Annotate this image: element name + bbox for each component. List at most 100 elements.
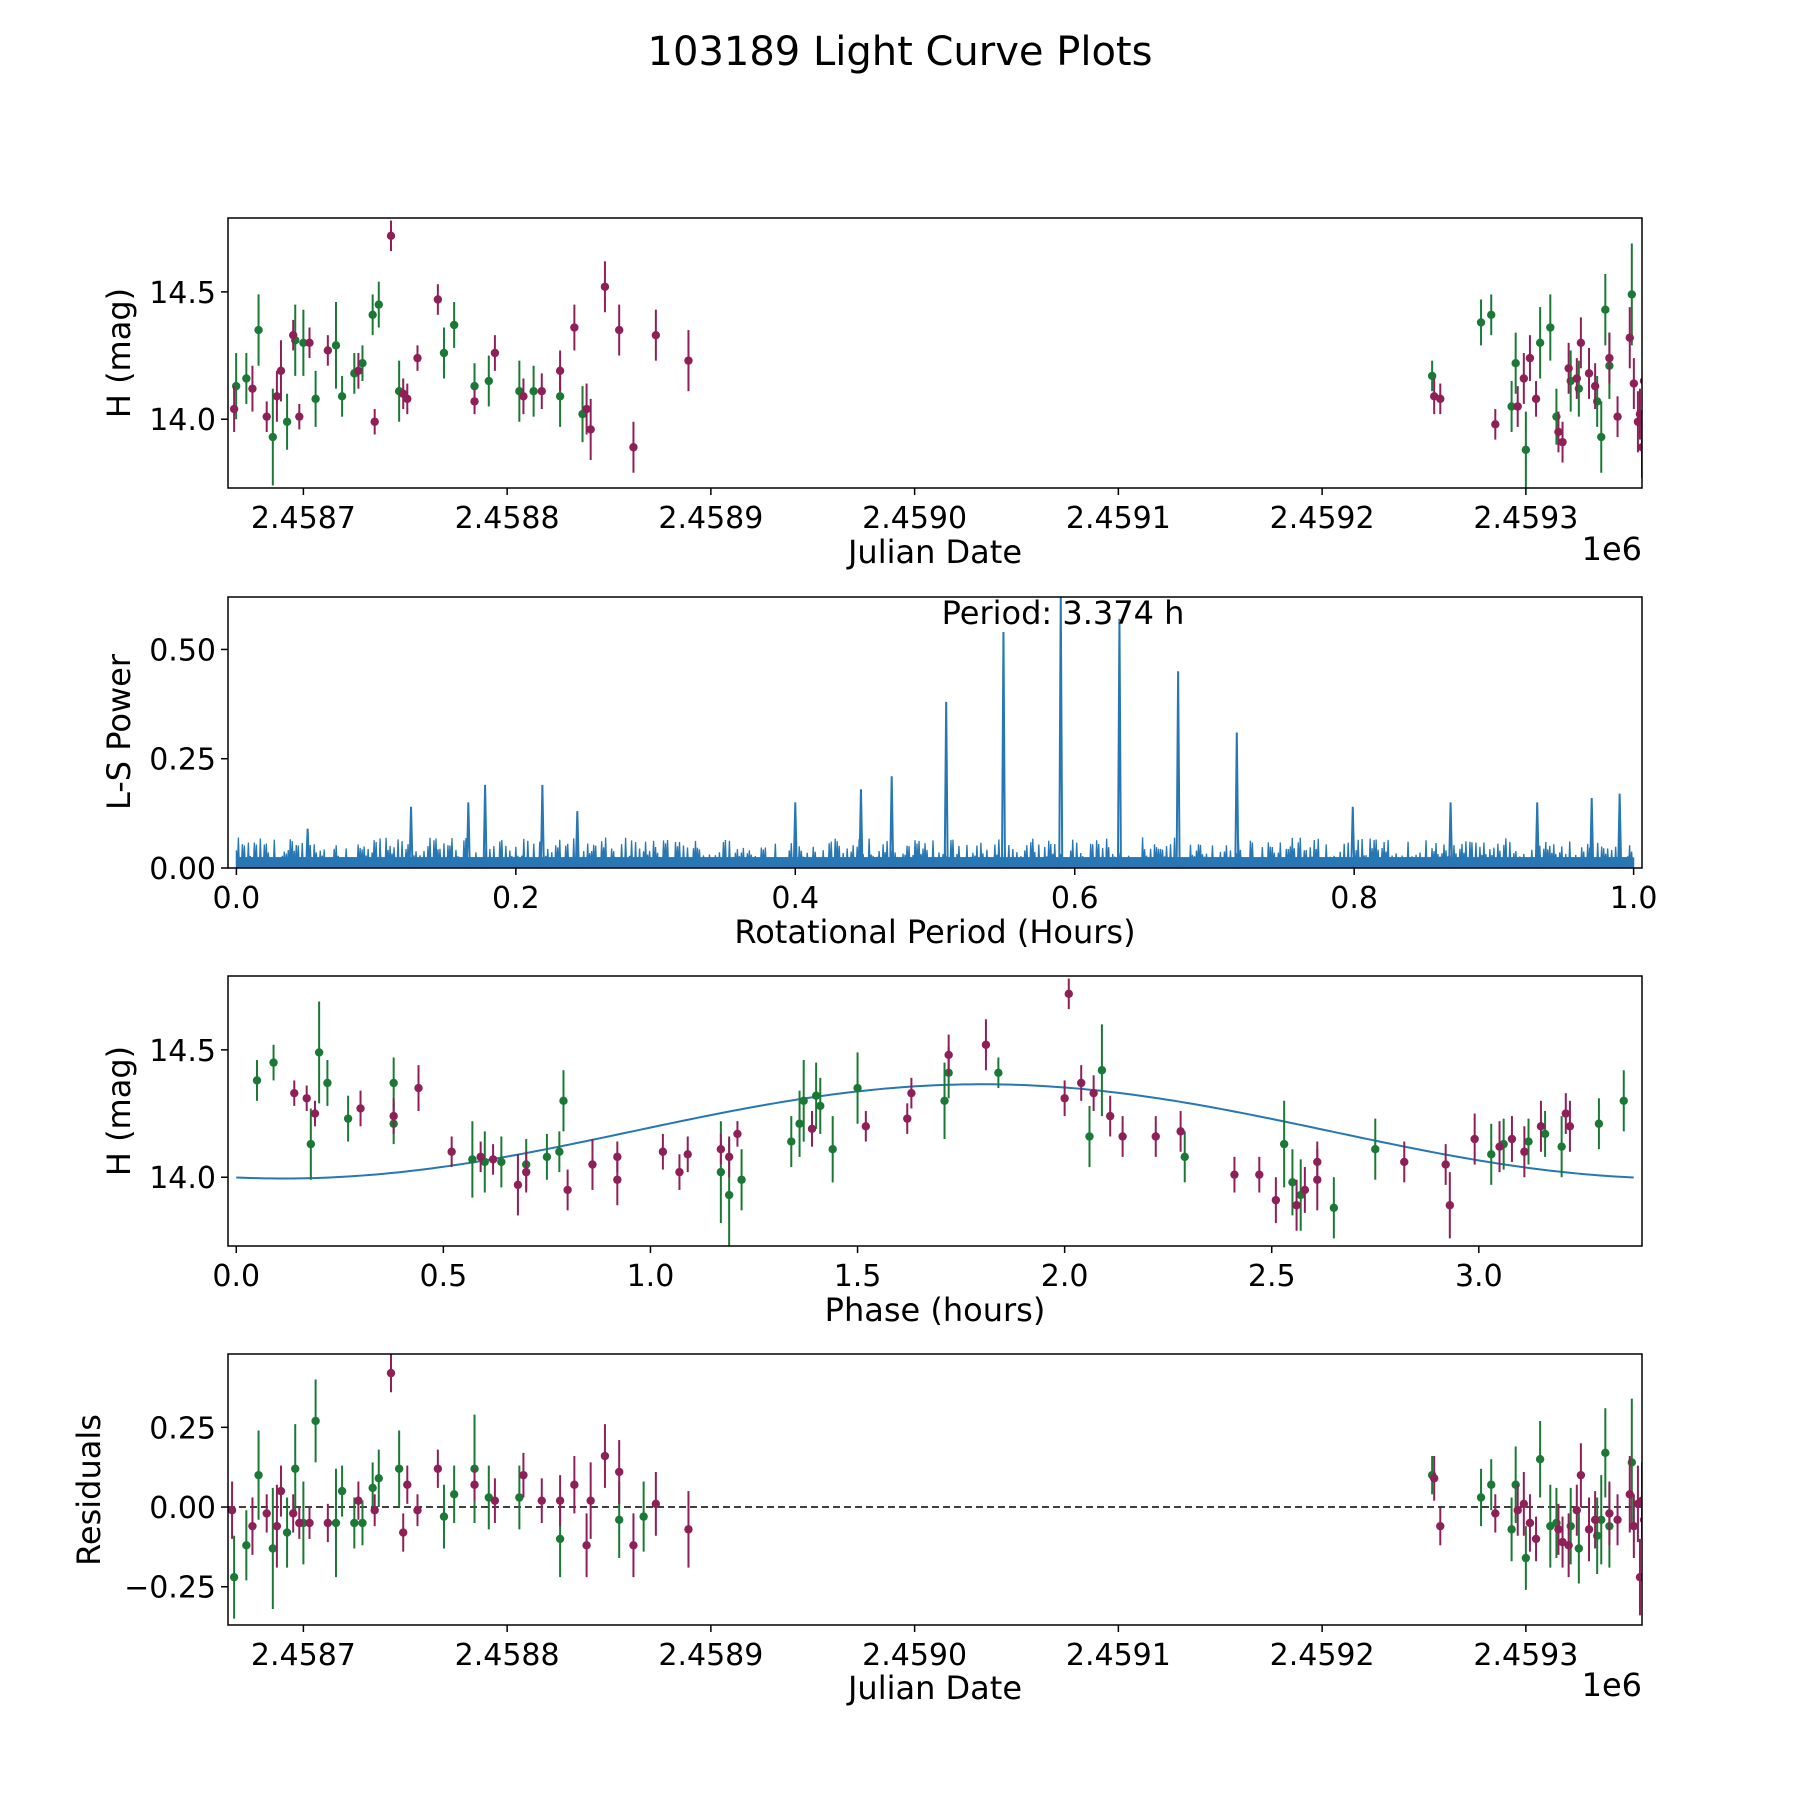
light-curve-xtick-label: 2.4587 bbox=[251, 501, 356, 536]
residuals-purple-point bbox=[1525, 1518, 1535, 1528]
light-curve-green-point bbox=[1535, 338, 1545, 348]
phase-green-point bbox=[799, 1096, 808, 1106]
periodogram-plot bbox=[235, 597, 1635, 868]
periodogram-peak bbox=[1617, 793, 1623, 868]
phase-purple-point bbox=[302, 1094, 311, 1103]
phase-purple-point bbox=[1118, 1132, 1127, 1141]
figure-title: 103189 Light Curve Plots bbox=[648, 29, 1153, 75]
residuals-purple-point bbox=[1564, 1541, 1573, 1550]
residuals-purple-point bbox=[614, 1467, 624, 1477]
residuals-green-point bbox=[229, 1572, 239, 1582]
phase-purple-point bbox=[414, 1083, 423, 1093]
residuals-purple-point bbox=[1519, 1499, 1529, 1509]
residuals-purple-point bbox=[1613, 1515, 1622, 1524]
periodogram-ytick-label: 0.50 bbox=[149, 633, 216, 668]
phase-xtick-label: 2.5 bbox=[1248, 1259, 1296, 1294]
light-curve-ytick-label: 14.5 bbox=[149, 276, 216, 311]
periodogram-peak bbox=[858, 789, 864, 868]
residuals-green-point bbox=[311, 1416, 320, 1426]
periodogram-peak bbox=[305, 828, 311, 868]
light-curve-green-point bbox=[470, 381, 479, 391]
light-curve-purple-point bbox=[1525, 353, 1535, 363]
light-curve-green-point bbox=[1476, 318, 1486, 327]
residuals-purple-point bbox=[1629, 1521, 1639, 1531]
light-curve-xlabel: Julian Date bbox=[846, 533, 1022, 571]
light-curve-green-point bbox=[1507, 402, 1516, 411]
residuals-purple-point bbox=[519, 1470, 528, 1480]
phase-purple-point bbox=[907, 1088, 916, 1098]
residuals-xlabel: Julian Date bbox=[846, 1669, 1022, 1707]
residuals-purple-point bbox=[651, 1499, 661, 1509]
phase-purple-point bbox=[1230, 1170, 1239, 1179]
periodogram-peak bbox=[1058, 597, 1064, 868]
light-curve-purple-point bbox=[629, 443, 638, 452]
residuals-purple-point bbox=[272, 1521, 282, 1531]
light-curve-green-point bbox=[311, 394, 320, 404]
light-curve-xtick-label: 2.4588 bbox=[455, 501, 560, 536]
residuals-green-point bbox=[350, 1518, 359, 1528]
residuals-green-point bbox=[242, 1541, 251, 1550]
phase-green-point bbox=[468, 1155, 477, 1164]
phase-purple-point bbox=[488, 1155, 498, 1164]
phase-xlabel: Phase (hours) bbox=[825, 1291, 1046, 1329]
light-curve-purple-point bbox=[1558, 437, 1567, 447]
residuals-xtick-label: 2.4590 bbox=[862, 1638, 967, 1673]
residuals-green-point bbox=[1487, 1480, 1496, 1489]
phase-purple-point bbox=[447, 1147, 456, 1156]
phase-purple-point bbox=[563, 1185, 572, 1195]
phase-green-point bbox=[1619, 1096, 1628, 1106]
phase-purple-point bbox=[716, 1145, 726, 1154]
light-curve-green-point bbox=[484, 376, 493, 386]
phase-purple-point bbox=[1292, 1201, 1301, 1210]
phase-frame bbox=[227, 975, 1643, 1247]
residuals-purple-point bbox=[354, 1496, 363, 1505]
phase-purple-point bbox=[290, 1088, 299, 1098]
light-curve-green-point bbox=[449, 320, 459, 330]
light-curve-purple-point bbox=[1629, 379, 1639, 388]
phase-purple-point bbox=[1151, 1132, 1160, 1141]
light-curve-purple-point bbox=[614, 325, 624, 335]
light-curve-purple-point bbox=[403, 394, 412, 404]
light-curve-purple-point bbox=[1605, 353, 1614, 363]
periodogram-xtick-label: 1.0 bbox=[1610, 881, 1658, 916]
periodogram-panel: 0.0 0.2 0.4 0.6 0.8 1.0 0.00 0.25 0.50 Period: 3… bbox=[100, 594, 1658, 951]
residuals-offset-label: 1e6 bbox=[1582, 1666, 1642, 1704]
light-curve-purple-point bbox=[490, 348, 500, 358]
light-curve-purple-point bbox=[276, 366, 286, 376]
residuals-xtick-label: 2.4589 bbox=[658, 1638, 763, 1673]
light-curve-purple-point bbox=[272, 392, 282, 401]
light-curve-green-point bbox=[268, 432, 278, 442]
phase-purple-point bbox=[733, 1129, 742, 1139]
phase-purple-point bbox=[1313, 1175, 1322, 1184]
residuals-purple-point bbox=[1429, 1474, 1439, 1483]
periodogram-noise-floor bbox=[236, 857, 1634, 868]
light-curve-purple-point bbox=[1576, 338, 1586, 348]
periodogram-xtick-label: 0.6 bbox=[1051, 881, 1099, 916]
phase-green-point bbox=[1540, 1129, 1550, 1139]
light-curve-green-point bbox=[368, 310, 377, 319]
light-curve-green-point bbox=[1546, 323, 1555, 332]
light-curve-green-point bbox=[331, 341, 341, 350]
light-curve-panel: 2.4587 2.4588 2.4589 2.4590 2.4591 2.4592 2.45… bbox=[100, 217, 1643, 571]
phase-green-point bbox=[542, 1152, 552, 1162]
phase-green-point bbox=[716, 1167, 726, 1177]
light-curve-xtick-label: 2.4593 bbox=[1473, 501, 1578, 536]
residuals-ytick-label: −0.25 bbox=[124, 1571, 216, 1606]
phase-purple-point bbox=[1300, 1185, 1310, 1195]
light-curve-purple-point bbox=[229, 404, 239, 414]
light-curve-green-point bbox=[374, 300, 383, 309]
phase-xtick-label: 0.5 bbox=[420, 1259, 468, 1294]
residuals-purple-point bbox=[582, 1541, 591, 1550]
phase-ytick-label: 14.5 bbox=[149, 1034, 216, 1069]
light-curve-purple-point bbox=[1637, 443, 1642, 452]
light-curve-green-point bbox=[1487, 310, 1496, 319]
phase-purple-point bbox=[588, 1160, 597, 1169]
phase-green-point bbox=[724, 1190, 734, 1200]
light-curve-green-point bbox=[337, 392, 347, 401]
phase-purple-point bbox=[1445, 1201, 1455, 1210]
residuals-purple-point bbox=[1436, 1521, 1445, 1531]
light-curve-purple-point bbox=[684, 356, 693, 365]
periodogram-peak bbox=[1448, 802, 1454, 868]
residuals-purple-point bbox=[228, 1506, 237, 1515]
phase-purple-point bbox=[724, 1152, 734, 1162]
